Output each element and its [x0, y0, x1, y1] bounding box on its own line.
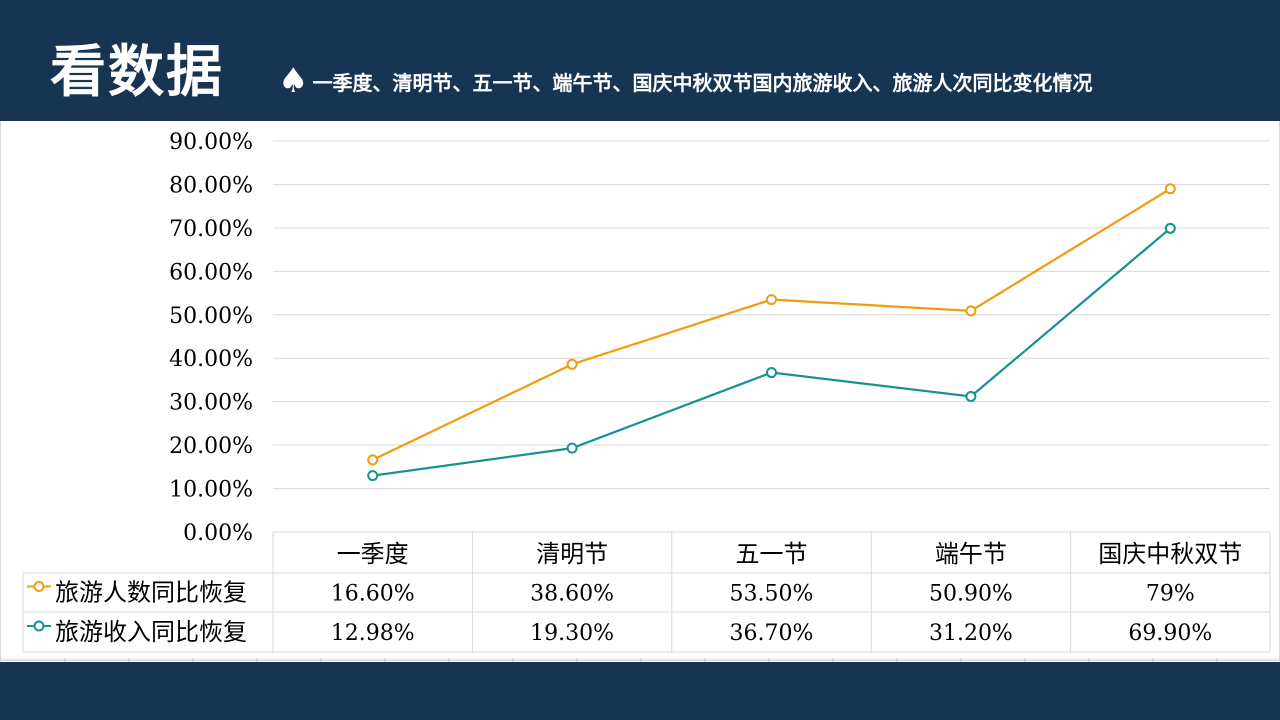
- data-point: [367, 454, 379, 466]
- spade-icon: ♠: [278, 61, 309, 101]
- legend-key-marker: [33, 620, 45, 632]
- x-category-label: 国庆中秋双节: [1098, 540, 1242, 568]
- header-bar: 看数据 ♠ 一季度、清明节、五一节、端午节、国庆中秋双节国内旅游收入、旅游人次同…: [0, 0, 1280, 121]
- table-value: 19.30%: [530, 621, 614, 646]
- data-point: [566, 442, 578, 454]
- x-category-label: 清明节: [536, 540, 608, 568]
- table-value: 31.20%: [929, 621, 1013, 646]
- table-value: 38.60%: [530, 582, 614, 607]
- x-category-label: 一季度: [337, 540, 409, 568]
- y-tick-label: 90.00%: [169, 130, 253, 155]
- line-chart: 0.00% 10.00% 20.00% 30.00% 40.00% 50.00% 60.00…: [1, 130, 1280, 662]
- data-point: [566, 358, 578, 370]
- table-value: 79%: [1146, 582, 1195, 607]
- chart-subtitle: 一季度、清明节、五一节、端午节、国庆中秋双节国内旅游收入、旅游人次同比变化情况: [312, 70, 1093, 95]
- legend-key-marker: [33, 581, 45, 592]
- data-point: [766, 294, 777, 306]
- data-point: [965, 305, 977, 317]
- y-tick-label: 80.00%: [169, 173, 253, 198]
- y-tick-label: 10.00%: [169, 478, 253, 503]
- legend-series-name: 旅游人数同比恢复: [55, 579, 247, 607]
- data-point: [1164, 183, 1176, 195]
- page-title: 看数据: [50, 40, 224, 105]
- data-point: [367, 470, 379, 482]
- y-tick-label: 30.00%: [169, 391, 253, 416]
- data-point: [965, 390, 977, 402]
- x-category-label: 五一节: [736, 540, 808, 568]
- y-tick-label: 40.00%: [169, 347, 253, 372]
- data-point: [766, 367, 777, 379]
- table-value: 16.60%: [331, 582, 415, 607]
- legend-series-name: 旅游收入同比恢复: [55, 618, 247, 646]
- data-point: [1164, 222, 1176, 234]
- footer-bar: [0, 662, 1280, 720]
- y-tick-label: 60.00%: [169, 260, 253, 285]
- y-tick-label: 50.00%: [169, 304, 253, 329]
- y-tick-label: 0.00%: [183, 521, 253, 546]
- table-value: 36.70%: [730, 621, 814, 646]
- series-line-1: [372, 187, 1171, 461]
- x-category-label: 端午节: [935, 540, 1007, 568]
- y-tick-label: 70.00%: [169, 217, 253, 242]
- subtitle-row: ♠ 一季度、清明节、五一节、端午节、国庆中秋双节国内旅游收入、旅游人次同比变化情…: [278, 64, 1092, 98]
- y-tick-label: 20.00%: [169, 434, 253, 459]
- table-value: 53.50%: [730, 582, 814, 607]
- series-line-2: [372, 227, 1172, 477]
- table-value: 12.98%: [331, 621, 415, 646]
- table-value: 50.90%: [929, 582, 1013, 607]
- table-value: 69.90%: [1128, 621, 1212, 646]
- chart-area: 0.00% 10.00% 20.00% 30.00% 40.00% 50.00% 60.00…: [0, 121, 1280, 662]
